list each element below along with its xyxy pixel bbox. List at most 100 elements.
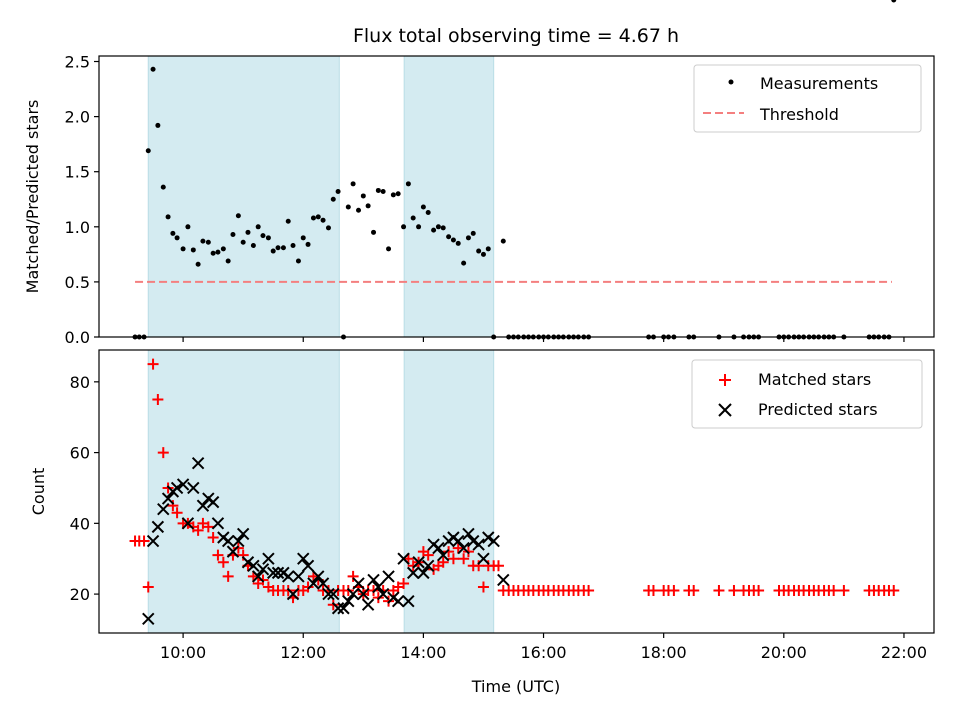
matched-star-point [138, 535, 150, 547]
bottom-y-axis-label: Count [29, 468, 48, 516]
matched-star-point [142, 581, 154, 593]
predicted-star-point [176, 478, 190, 491]
measurement-point [150, 66, 156, 72]
matched-star-point [202, 521, 214, 533]
measurement-point [350, 181, 356, 187]
measurement-point [174, 235, 180, 241]
matched-star-point [347, 570, 359, 582]
matched-star-point [713, 585, 725, 597]
predicted-star-point [352, 577, 365, 590]
top-shaded-intervals [147, 55, 495, 338]
measurement-point [446, 234, 452, 240]
measurement-point [891, 0, 897, 3]
matched-star-point [443, 546, 455, 558]
bottom-shaded-intervals [147, 349, 495, 634]
predicted-star-point [191, 456, 205, 470]
measurement-point [200, 238, 206, 244]
measurement-point [425, 209, 431, 215]
top-legend-box [693, 64, 922, 133]
measurement-point [476, 248, 482, 254]
measurement-point [245, 229, 251, 235]
measurement-point [500, 238, 506, 244]
top-panel: 0.0 0.5 1.0 1.5 2.0 2.5 Matched/Predicted sta… [23, 0, 935, 347]
measurement-point [270, 248, 276, 254]
measurement-point [480, 251, 486, 257]
measurement-point [210, 250, 216, 256]
predicted-star-point [221, 534, 235, 548]
matched-star-point [302, 581, 314, 593]
predicted-star-point [292, 570, 305, 583]
top-y-axis-label: Matched/Predicted stars [23, 100, 42, 294]
predicted-star-point [170, 481, 184, 495]
predicted-star-point [452, 534, 465, 548]
predicted-star-point [157, 502, 170, 516]
predicted-star-point [432, 541, 445, 555]
predicted-star-point [316, 577, 330, 590]
measurement-point [335, 189, 341, 195]
predicted-star-point [412, 556, 425, 569]
x-tick-label: 20:00 [761, 643, 807, 662]
measurement-point [250, 243, 256, 249]
predicted-star-point [391, 594, 405, 608]
predicted-star-point [236, 527, 250, 541]
predicted-star-point [232, 534, 245, 548]
measurement-point [420, 204, 426, 210]
predicted-star-point [271, 566, 285, 580]
predicted-star-point [247, 559, 260, 572]
y-tick-label: 60 [70, 444, 90, 463]
measurement-point [195, 261, 201, 267]
predicted-star-point [256, 563, 270, 576]
predicted-star-point [437, 548, 450, 562]
predicted-star-point [196, 499, 210, 512]
predicted-star-point [342, 594, 355, 608]
x-tick-label: 14:00 [400, 643, 446, 662]
y-tick-label: 20 [70, 585, 90, 604]
measurement-point [220, 246, 226, 252]
measurement-point [225, 258, 231, 264]
predicted-star-point [467, 534, 480, 548]
predicted-star-point [462, 527, 475, 541]
measurement-point [315, 214, 321, 220]
measurement-point [170, 230, 176, 236]
matched-star-point [437, 556, 449, 568]
measurement-point [465, 235, 471, 241]
top-y-ticks: 0.0 0.5 1.0 1.5 2.0 2.5 [65, 53, 99, 347]
measurement-point [431, 227, 437, 233]
predicted-star-point [382, 570, 395, 583]
predicted-star-point [487, 534, 500, 548]
x-tick-label: 12:00 [280, 643, 326, 662]
matched-star-point [157, 447, 169, 459]
matched-star-point [217, 556, 229, 568]
predicted-star-point [457, 541, 470, 555]
predicted-star-point [421, 559, 435, 572]
matched-star-point [688, 585, 700, 597]
measurement-point [145, 148, 151, 154]
x-tick-label: 22:00 [881, 643, 927, 662]
predicted-star-point [241, 556, 255, 569]
measurement-point [345, 204, 351, 210]
measurement-point [160, 184, 166, 190]
measurement-point [235, 213, 241, 219]
predicted-star-point [357, 587, 370, 601]
predicted-star-point [142, 612, 155, 626]
measurement-point [325, 225, 331, 231]
measurement-point [390, 192, 396, 198]
predicted-star-point [262, 552, 275, 565]
bottom-x-ticks: 10:00 12:00 14:00 16:00 18:00 20:00 22:00 [160, 633, 927, 662]
predicted-star-point [286, 587, 300, 601]
predicted-star-point [497, 573, 510, 587]
shaded-interval-1 [403, 55, 495, 338]
predicted-star-point [206, 495, 220, 509]
predicted-star-point [187, 481, 200, 495]
matched-star-point [888, 585, 900, 597]
bottom-legend-box [691, 359, 923, 429]
measurement-point [180, 246, 186, 252]
measurement-point [356, 207, 362, 213]
measurement-point [205, 239, 211, 245]
x-axis-label: Time (UTC) [471, 677, 560, 696]
predicted-star-point [322, 587, 335, 601]
measurement-point [440, 225, 446, 231]
y-tick-label: 0.0 [65, 328, 90, 347]
predicted-star-point [477, 552, 490, 565]
y-tick-label: 0.5 [65, 273, 90, 292]
